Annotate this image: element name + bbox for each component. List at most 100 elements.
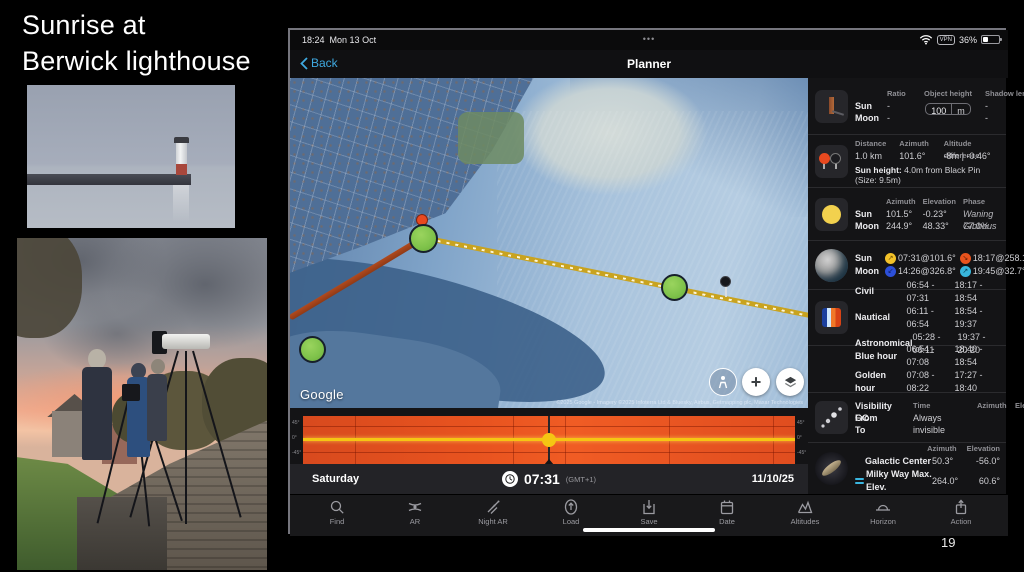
panel-section-position[interactable]: Sun Moon Azimuth 101.5° 244.9° Elevation -0.… xyxy=(808,188,1006,241)
row-label: Moon xyxy=(855,221,879,231)
page-number: 19 xyxy=(941,535,956,550)
panel-section-galactic-center[interactable]: Azimuth Elevation Galactic Center 50.3° -56… xyxy=(808,443,1006,493)
row-label: Sun xyxy=(855,209,872,219)
pier-shape xyxy=(27,173,192,186)
ratio-sun: - xyxy=(887,101,890,111)
toolbar-load[interactable]: Load xyxy=(542,499,600,536)
milky-way-lines-icon xyxy=(855,477,864,486)
row-label: Nautical xyxy=(855,312,891,322)
zoom-in-button[interactable]: + xyxy=(742,368,770,396)
panel-section-rise-set[interactable]: Sun ↗ 07:31@101.6° ↘ 18:17@258.1° Moon ↙… xyxy=(808,241,1024,290)
layers-icon xyxy=(784,376,796,387)
column-header: Elevation xyxy=(966,444,1000,453)
vpn-badge: VPN xyxy=(936,34,955,45)
map-layers-button[interactable] xyxy=(776,368,804,396)
title-line-1: Sunrise at xyxy=(22,10,146,40)
column-header: Elevation xyxy=(922,197,956,206)
black-pin[interactable] xyxy=(720,276,731,287)
column-header: Distance xyxy=(855,138,887,148)
moon-azimuth: 244.9° xyxy=(886,221,913,231)
tree-shape xyxy=(17,238,82,338)
pegman-icon xyxy=(718,376,728,389)
sun-height-value: 4.0m from Black Pin (Size: 9.5m) xyxy=(855,164,981,185)
panel-section-twilights[interactable]: Civil 06:54 - 07:31 18:17 - 18:54 Nautical… xyxy=(808,280,1006,355)
column-header: Azimuth xyxy=(977,400,1007,410)
back-button[interactable]: Back xyxy=(300,56,338,70)
column-header: Azimuth xyxy=(886,197,916,206)
time-scrubber: 45° 0° -45° 45° 0° -45° xyxy=(290,408,808,494)
star-trails-icon xyxy=(487,500,500,514)
shadow-sun: - xyxy=(985,101,988,111)
row-label: Sun xyxy=(855,101,872,111)
toolbar-night-ar[interactable]: Night AR xyxy=(464,499,522,536)
row-label: Sun xyxy=(855,253,872,263)
back-label: Back xyxy=(311,56,338,70)
toolbar-altitudes[interactable]: Altitudes xyxy=(776,499,834,536)
beach-shape xyxy=(485,78,735,213)
distance-value: 1.0 km xyxy=(855,150,883,161)
nav-bar: Planner Back xyxy=(290,50,1008,78)
lighthouse-red-band-shape xyxy=(175,163,188,176)
toolbar-action[interactable]: Action xyxy=(932,499,990,536)
pins-distance-icon xyxy=(815,144,848,178)
ar-icon xyxy=(408,502,422,512)
lighthouse-photo xyxy=(27,85,235,228)
shadow-moon: - xyxy=(985,113,988,123)
date-bar[interactable]: Saturday 07:31 (GMT+1) 11/10/25 xyxy=(290,464,808,494)
elevation-timeline-band[interactable] xyxy=(303,416,795,464)
reflection-shape xyxy=(172,185,190,223)
clock-icon[interactable] xyxy=(501,471,518,487)
sun-azimuth: 101.5° xyxy=(886,209,913,219)
moon-phase-percent: 77.0% xyxy=(962,221,989,231)
twilight-pm: 19:37 - 20:20 xyxy=(957,331,986,355)
map-view[interactable]: + Google ©2025 Google - Imagery ©2025 In… xyxy=(290,78,808,408)
selected-date: 11/10/25 xyxy=(751,473,794,485)
panel-section-magic-hours[interactable]: Blue hour 06:54 - 07:08 18:40 - 18:54 Gold… xyxy=(808,344,1006,393)
column-header: Shadow length xyxy=(985,89,1024,98)
object-height-value: 100 xyxy=(931,106,947,115)
object-height-unit: m xyxy=(951,104,970,114)
green-marker-observer[interactable] xyxy=(409,224,438,253)
lighthouse-cap-shape xyxy=(174,137,189,143)
axis-labels-left: 45° 0° -45° xyxy=(292,420,302,456)
row-label: Astronomical xyxy=(855,338,913,348)
battery-percent: 36% xyxy=(958,34,977,45)
moonset-icon: ↗ xyxy=(959,266,971,277)
person-head-shape xyxy=(88,349,106,370)
moon-phase-name: Waning Gibbous xyxy=(962,209,997,231)
toolbar-date[interactable]: Date xyxy=(698,499,756,536)
status-date: Mon 13 Oct xyxy=(329,35,377,45)
selected-time: 07:31 xyxy=(523,471,560,487)
moonrise-icon: ↙ xyxy=(885,266,896,277)
panel-section-gc-visibility[interactable]: Visibility GC From To Time Always invisible… xyxy=(808,393,1024,443)
row-label: Moon xyxy=(855,113,879,123)
toolbar-ar[interactable]: AR xyxy=(386,499,444,536)
load-icon xyxy=(564,499,578,515)
tripod-leg-shape xyxy=(184,350,187,524)
person-silhouette xyxy=(82,367,112,461)
object-shadow-icon xyxy=(815,89,848,123)
green-marker-south[interactable] xyxy=(299,336,326,363)
home-indicator[interactable] xyxy=(583,528,715,532)
toolbar-find[interactable]: Find xyxy=(308,499,366,536)
green-marker-sea[interactable] xyxy=(661,274,688,301)
column-header: Elevation xyxy=(1015,400,1024,410)
column-header: Ratio xyxy=(887,89,906,98)
toolbar-save[interactable]: Save xyxy=(620,499,678,536)
row-label: To xyxy=(855,424,866,435)
search-icon xyxy=(330,500,344,514)
photographers-photo xyxy=(17,238,267,570)
share-icon xyxy=(955,499,967,515)
person-head-shape xyxy=(130,362,146,380)
street-view-button[interactable] xyxy=(709,368,737,396)
object-height-input[interactable]: 100 m xyxy=(925,103,971,115)
panel-section-shadow[interactable]: Sun Moon Ratio - - Object height 100 m Shad… xyxy=(808,78,1024,135)
column-header: Azimuth xyxy=(899,138,929,148)
sun-position-dot xyxy=(542,432,556,447)
toolbar-horizon[interactable]: Horizon xyxy=(854,499,912,536)
chevron-left-icon xyxy=(300,56,308,70)
telephoto-lens-shape xyxy=(162,334,210,350)
column-header: Object height xyxy=(924,89,972,98)
panel-section-geodetics[interactable]: Distance 1.0 km Azimuth 101.6° Altitude di… xyxy=(808,135,1006,188)
